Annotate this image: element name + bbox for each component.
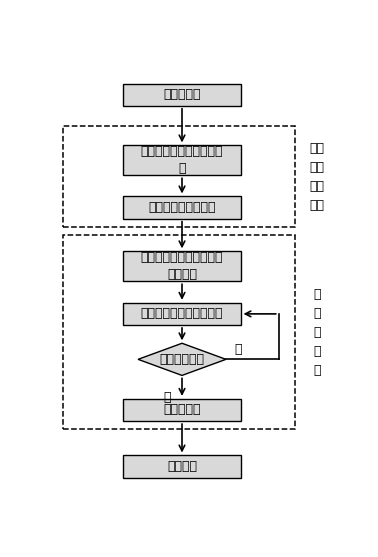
FancyBboxPatch shape xyxy=(123,456,240,478)
Text: 提取
交叉
点候
选点: 提取 交叉 点候 选点 xyxy=(309,141,324,212)
Text: 确
定
交
叉
点: 确 定 交 叉 点 xyxy=(313,289,321,377)
Text: 是: 是 xyxy=(164,392,171,404)
Text: 结构是否明显: 结构是否明显 xyxy=(160,353,204,366)
FancyBboxPatch shape xyxy=(123,197,240,219)
Text: 图像预处理: 图像预处理 xyxy=(163,88,201,101)
FancyBboxPatch shape xyxy=(123,145,240,175)
FancyBboxPatch shape xyxy=(123,303,240,325)
Text: 相关矩阵分析交叉点附近
线性结构: 相关矩阵分析交叉点附近 线性结构 xyxy=(141,251,223,281)
FancyBboxPatch shape xyxy=(123,84,240,106)
Text: 否: 否 xyxy=(234,344,242,356)
Polygon shape xyxy=(138,343,226,375)
FancyBboxPatch shape xyxy=(123,251,240,281)
Text: 根据灰度和梯度粗选候选
点: 根据灰度和梯度粗选候选 点 xyxy=(141,145,223,175)
Text: 张量投票增强交叉点结构: 张量投票增强交叉点结构 xyxy=(141,307,223,320)
FancyBboxPatch shape xyxy=(123,399,240,421)
Text: 输出结果: 输出结果 xyxy=(167,460,197,473)
Text: 提取交叉点: 提取交叉点 xyxy=(163,403,201,417)
Text: 张量投票补充候选点: 张量投票补充候选点 xyxy=(148,201,216,214)
